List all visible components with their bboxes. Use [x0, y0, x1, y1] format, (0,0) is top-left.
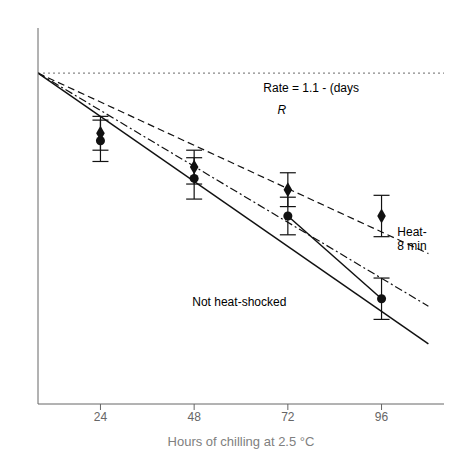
html-text:R: R — [277, 103, 287, 118]
html-text:Heat- 8 min: Heat- 8 min — [397, 225, 427, 254]
svg-text:48: 48 — [187, 410, 201, 424]
svg-text:72: 72 — [281, 410, 295, 424]
html-text:Not heat-shocked: Not heat-shocked — [192, 295, 287, 309]
svg-text:24: 24 — [94, 410, 108, 424]
svg-text:96: 96 — [375, 410, 389, 424]
html-text:Rate = 1.1 - (days: Rate = 1.1 - (days — [263, 80, 359, 95]
svg-text:Hours of chilling at 2.5 °C: Hours of chilling at 2.5 °C — [168, 434, 315, 449]
